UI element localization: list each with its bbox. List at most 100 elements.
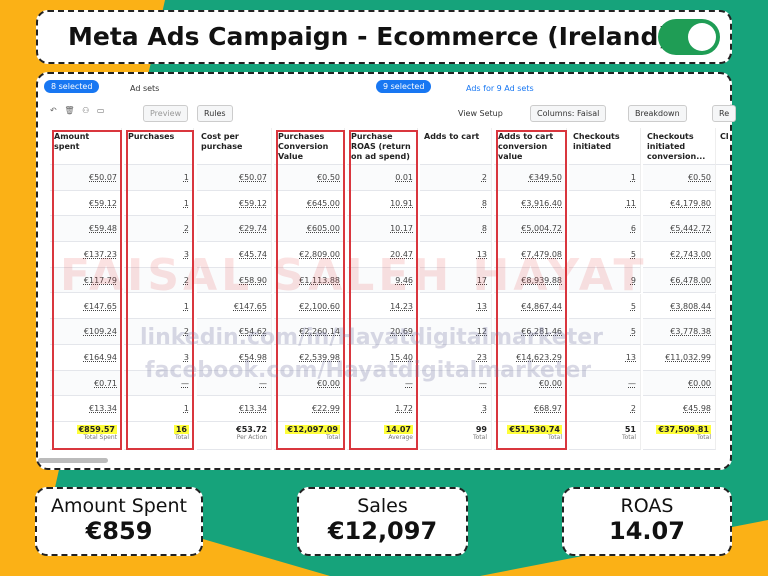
total-label: Total Spent	[83, 434, 117, 441]
cell: 3	[124, 344, 194, 371]
highlight-box	[496, 130, 567, 450]
cell: —	[124, 370, 194, 397]
cell: €0.50	[274, 165, 345, 191]
cell: €50.07	[197, 165, 272, 191]
cell: 17	[420, 267, 492, 294]
cell: 3	[124, 242, 194, 268]
button[interactable]: Re	[712, 105, 737, 122]
card: Sales €12,097	[297, 487, 468, 556]
tab[interactable]: 8 selected	[44, 80, 100, 93]
button[interactable]: Rules	[197, 105, 233, 122]
tab-label[interactable]: Ads for 9 Ad sets	[466, 84, 534, 93]
cell: —	[569, 370, 641, 397]
total-value: €859.57	[76, 425, 117, 434]
highlight-box	[126, 130, 194, 450]
cell: 5	[569, 319, 641, 345]
cell: €7,479.08	[494, 242, 567, 268]
cell: €45.74	[197, 242, 272, 268]
total-label: Total	[696, 434, 711, 441]
total-value: 16	[173, 425, 189, 434]
cell: €59.12	[50, 190, 122, 217]
cell: €2,100.60	[274, 293, 345, 320]
cell: 13	[420, 293, 492, 320]
highlight-box	[276, 130, 345, 450]
table: Amount spent Purchases Cost per purchase Pu…	[40, 128, 730, 452]
total-label: Total	[174, 434, 189, 441]
card: ROAS 14.07	[562, 487, 732, 556]
icon-buttons[interactable]: ↶ 🗑 ⚇ ▭	[50, 106, 105, 115]
total-label: Total	[547, 434, 562, 441]
tab[interactable]: 9 selected	[376, 80, 432, 93]
card: Amount Spent €859	[35, 487, 203, 556]
title: Meta Ads Campaign - Ecommerce (Ireland)	[68, 22, 670, 51]
cell: €2,260.14	[274, 319, 345, 345]
cell: 2	[569, 396, 641, 422]
cell: 10.91	[347, 190, 418, 217]
total-value: €12,097.09	[285, 425, 340, 434]
cell: 6	[569, 216, 641, 243]
cell: 2	[124, 267, 194, 294]
cell: €0.71	[50, 370, 122, 397]
button[interactable]: Columns: Faisal	[530, 105, 607, 122]
total-label: Total	[325, 434, 340, 441]
label[interactable]: View Setup	[458, 109, 503, 118]
cell: €0.50	[643, 165, 716, 191]
cell: €349.50	[494, 165, 567, 191]
cell: €59.12	[197, 190, 272, 217]
cell: —	[197, 370, 272, 397]
cell: €45.98	[643, 396, 716, 422]
cell: €58.90	[197, 267, 272, 294]
cell: €14,623.29	[494, 344, 567, 371]
cell: 11	[569, 190, 641, 217]
scrollbar[interactable]	[38, 458, 108, 463]
highlight-box	[349, 130, 418, 450]
cell: 12	[420, 319, 492, 345]
cell: 1.72	[347, 396, 418, 422]
cell: 0.01	[347, 165, 418, 191]
total-cell: 51 Total	[569, 422, 641, 450]
cell: €54.62	[197, 319, 272, 345]
card-value: €859	[85, 517, 153, 545]
total-value: €37,509.81	[656, 425, 711, 434]
total-value: €51,530.74	[507, 425, 562, 434]
total-cell: €53.72 Per Action	[197, 422, 272, 450]
cell: 15.40	[347, 344, 418, 371]
watermark: linkedin.com/in/Hayatdigitalmarketer	[140, 325, 603, 350]
cell: €3,808.44	[643, 293, 716, 320]
cell: 20.47	[347, 242, 418, 268]
cell: €3,916.40	[494, 190, 567, 217]
total-label: Per Action	[236, 434, 267, 441]
cell: €13.34	[197, 396, 272, 422]
cell: €4,179.80	[643, 190, 716, 217]
button[interactable]: Preview	[143, 105, 189, 122]
highlight-box	[52, 130, 122, 450]
cell: 13	[569, 344, 641, 371]
cell: 3	[420, 396, 492, 422]
tab-label[interactable]: Ad sets	[130, 84, 160, 93]
cell: €11,032.99	[643, 344, 716, 371]
total-cell: 99 Total	[420, 422, 492, 450]
card-value: 14.07	[609, 517, 685, 545]
selected-pill[interactable]: 9 selected	[376, 80, 432, 93]
title-box: Meta Ads Campaign - Ecommerce (Ireland)	[36, 10, 732, 64]
cell: €147.65	[197, 293, 272, 320]
toggle[interactable]	[658, 19, 720, 55]
card-label: ROAS	[620, 495, 674, 517]
cell: €22.99	[274, 396, 345, 422]
cell: 2	[420, 165, 492, 191]
cell: 9.46	[347, 267, 418, 294]
total-value: 14.07	[383, 425, 413, 434]
watermark: FAISAL SALEH HAYAT	[60, 250, 648, 301]
total-value: 99	[475, 425, 487, 434]
total-value: €53.72	[236, 425, 267, 434]
column-header: Cost per purchase	[197, 128, 272, 165]
cell: 5	[569, 293, 641, 320]
card-label: Sales	[357, 495, 408, 517]
total-value: 51	[624, 425, 636, 434]
cell: €0.00	[494, 370, 567, 397]
cell: €2,539.98	[274, 344, 345, 371]
cell: €6,281.46	[494, 319, 567, 345]
total-label: Total	[472, 434, 487, 441]
button[interactable]: Breakdown	[628, 105, 687, 122]
selected-pill[interactable]: 8 selected	[44, 80, 100, 93]
